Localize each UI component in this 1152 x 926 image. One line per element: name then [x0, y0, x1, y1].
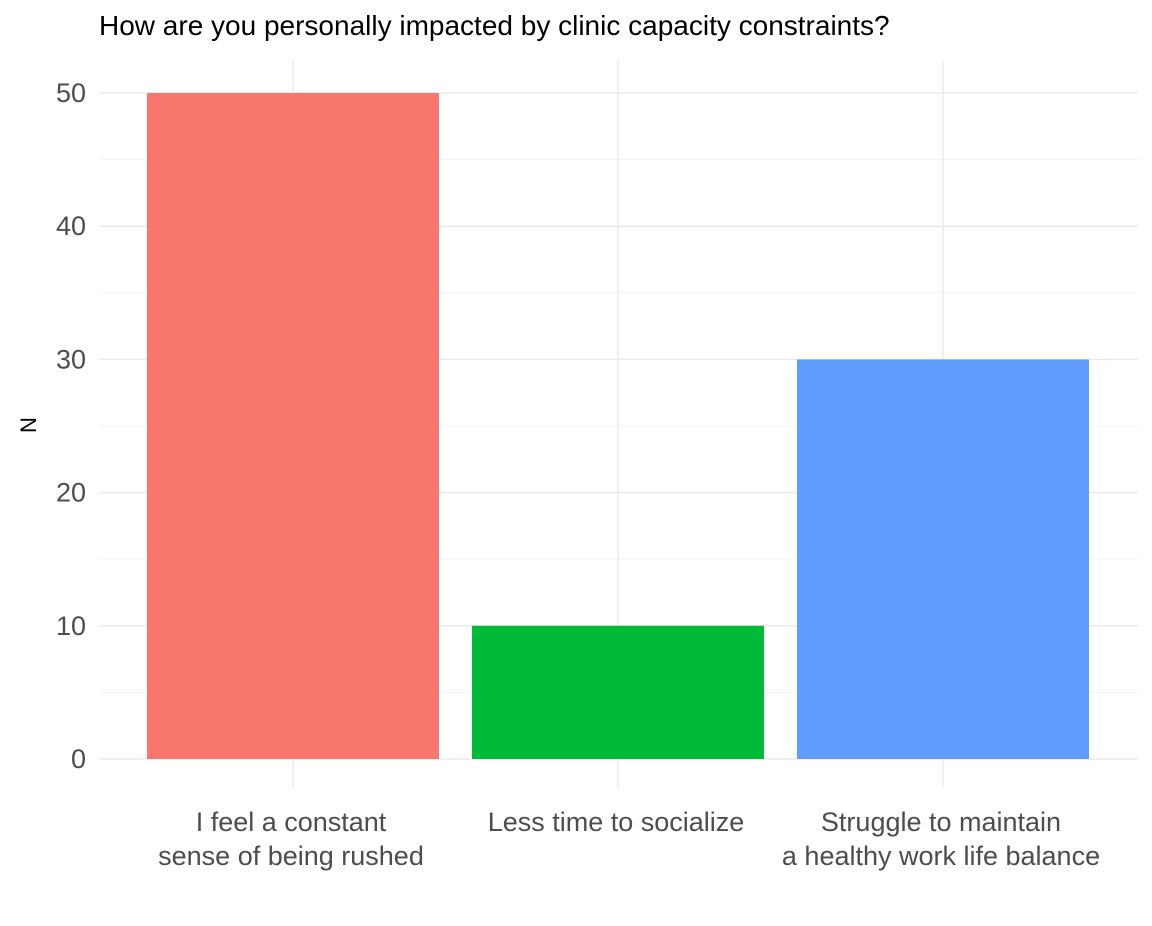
x-tick-label: I feel a constant — [196, 807, 387, 837]
y-tick-label: 30 — [56, 344, 86, 374]
x-tick-label: Less time to socialize — [488, 807, 745, 837]
y-tick-label: 20 — [56, 478, 86, 508]
x-tick-label: a healthy work life balance — [782, 841, 1100, 871]
y-tick-label: 10 — [56, 611, 86, 641]
y-tick-label: 40 — [56, 211, 86, 241]
x-tick-label: Struggle to maintain — [821, 807, 1061, 837]
bar — [147, 93, 439, 759]
chart-title: How are you personally impacted by clini… — [99, 10, 890, 41]
x-tick-label: sense of being rushed — [158, 841, 424, 871]
y-tick-label: 0 — [71, 744, 86, 774]
bar — [472, 625, 764, 759]
bar — [797, 359, 1089, 759]
y-tick-label: 50 — [56, 78, 86, 108]
y-axis-label: N — [16, 417, 41, 433]
